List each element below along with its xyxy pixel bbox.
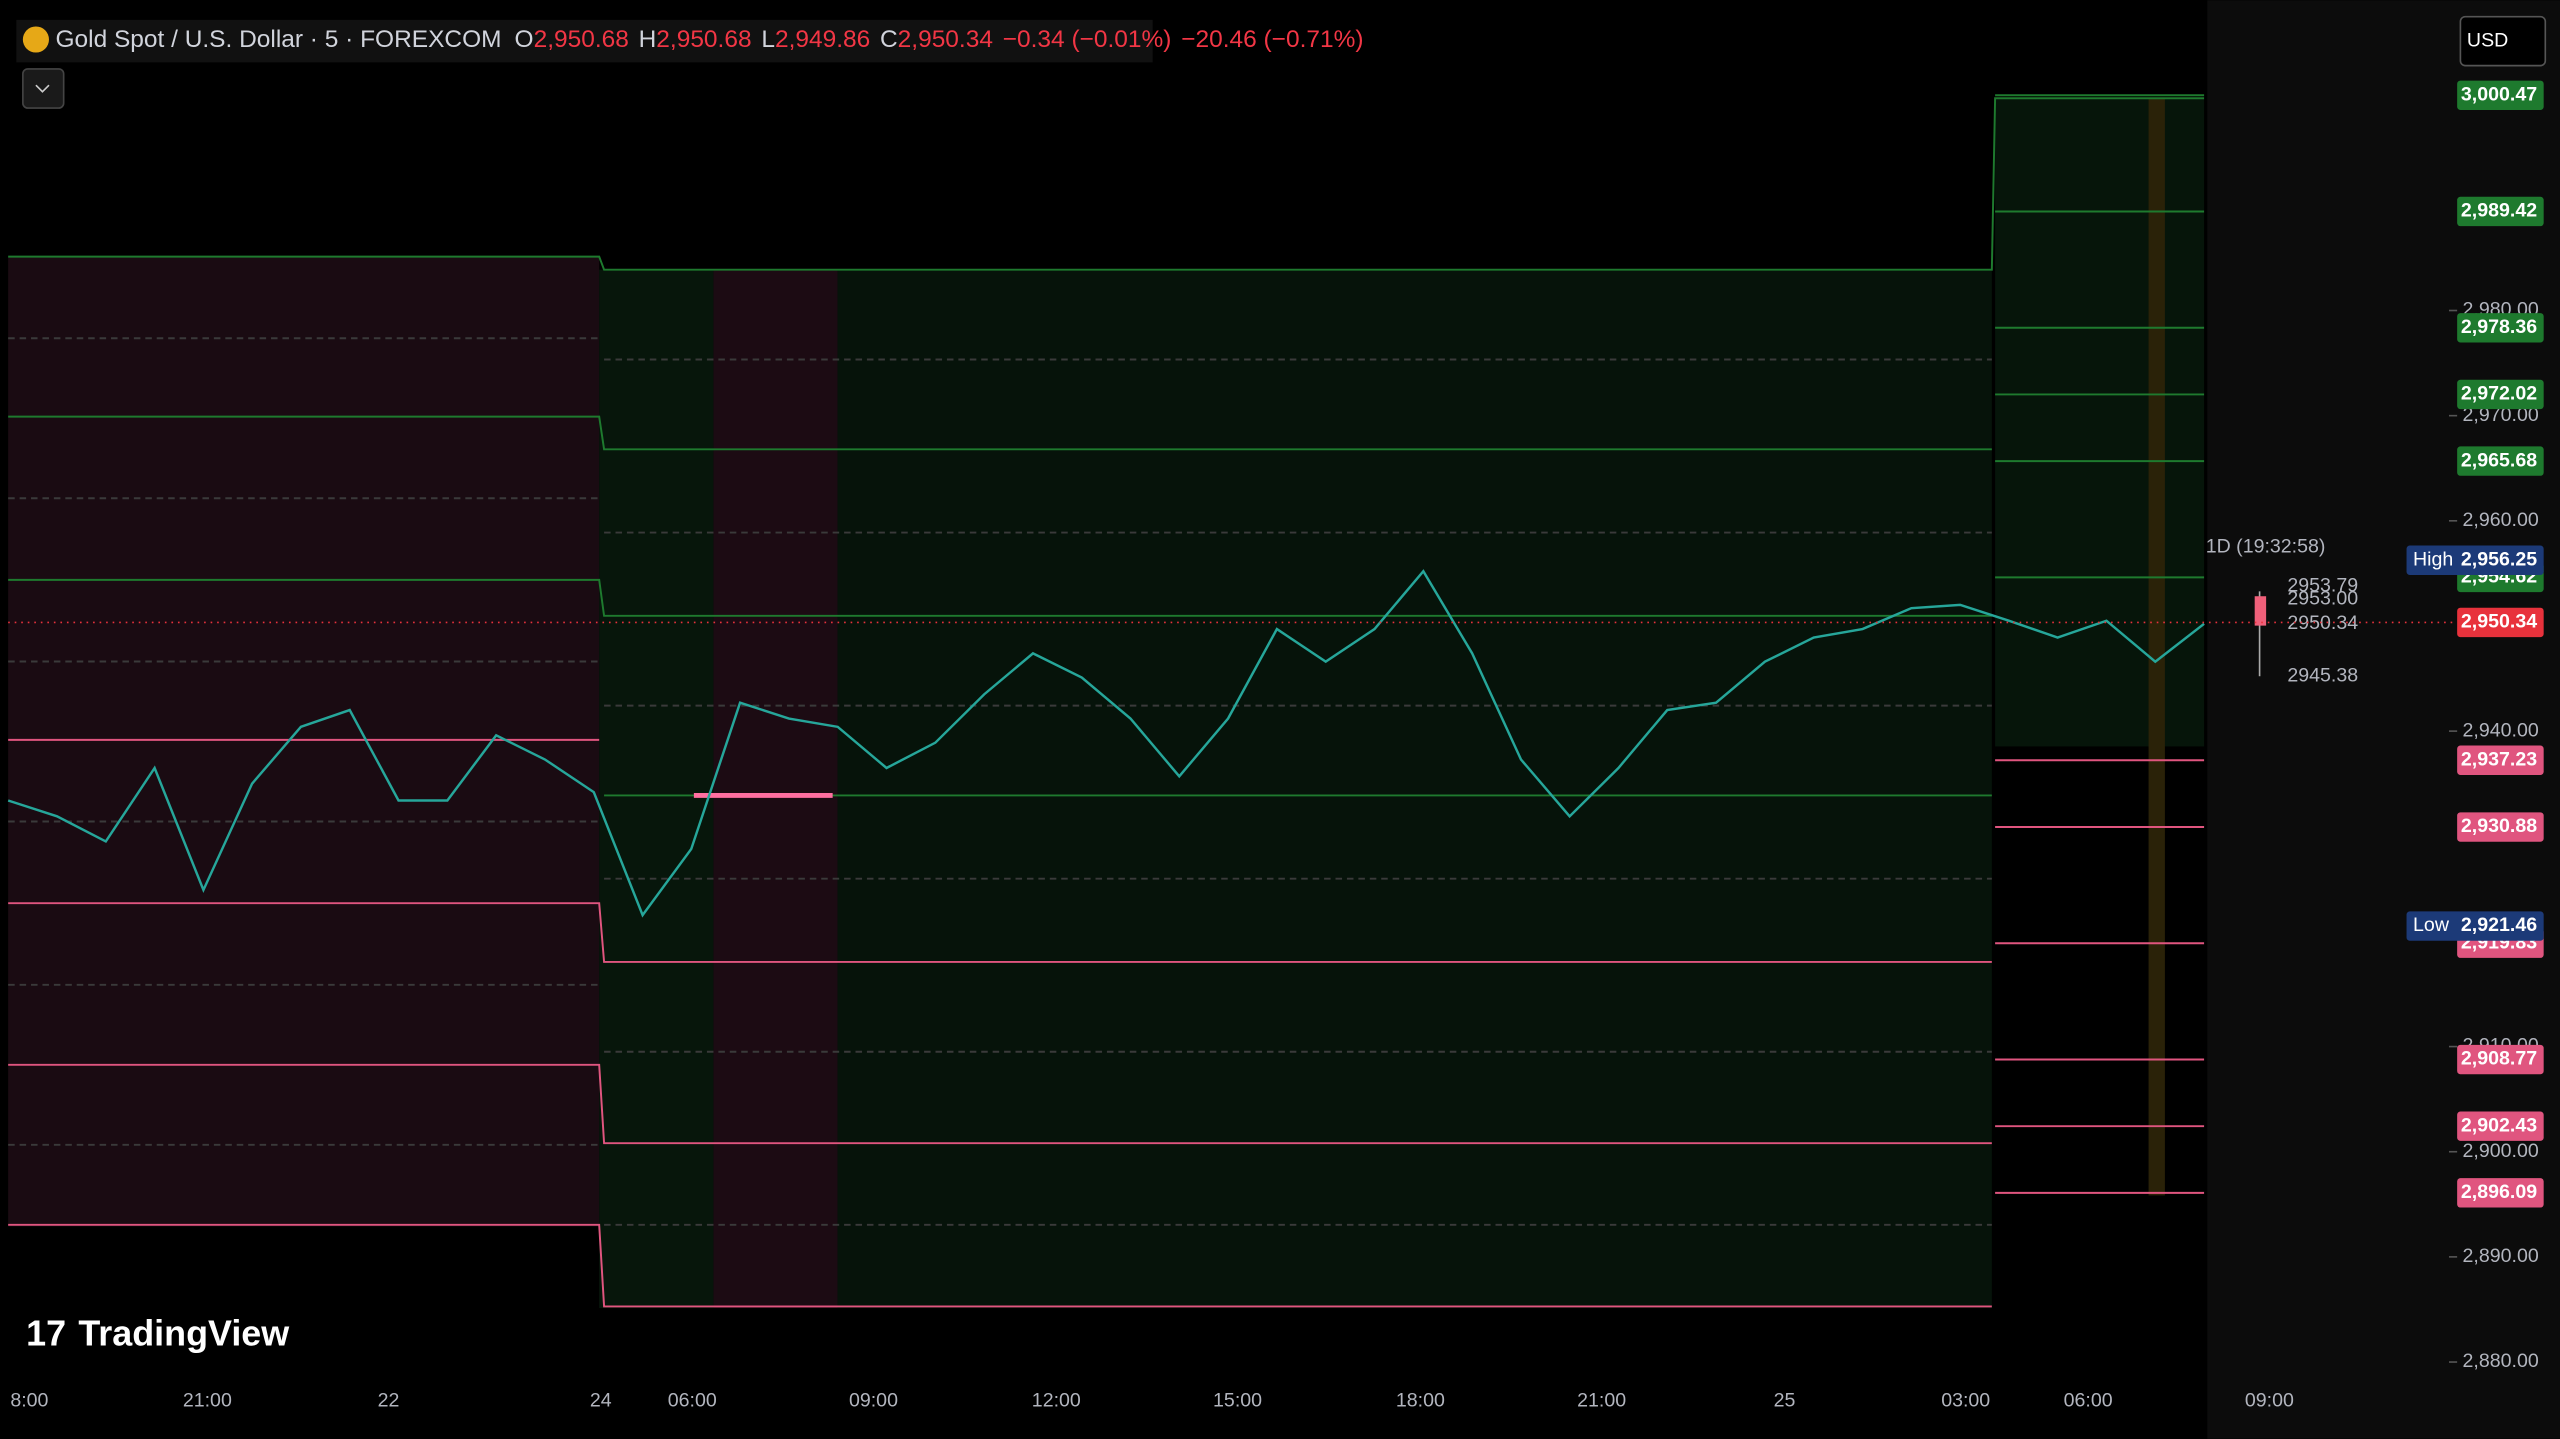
level-box: [2457, 1178, 2544, 1208]
daily-label: 2953.00: [2287, 588, 2358, 610]
x-tick-label: 15:00: [1213, 1389, 1262, 1411]
level-box: [2457, 313, 2544, 343]
session-box: [837, 269, 1992, 1309]
x-tick-label: 06:00: [2064, 1389, 2113, 1411]
y-tick-label: 2,960.00: [2463, 509, 2539, 531]
ohlc-key: O: [515, 27, 534, 54]
collapse-button[interactable]: [22, 68, 65, 109]
ohlc-value: 2,949.86: [775, 27, 870, 54]
level-label: 2,972.02: [2461, 383, 2537, 405]
currency-button[interactable]: [2459, 15, 2547, 67]
x-tick-label: 03:00: [1941, 1389, 1990, 1411]
price-line: [7, 569, 2205, 918]
level-label: 2,965.68: [2461, 449, 2537, 471]
level-box: [2457, 196, 2544, 227]
symbol: Gold Spot / U.S. Dollar · 5 · FOREXCOM: [56, 27, 502, 54]
last-price-label: 2,950.34: [2461, 611, 2537, 633]
level-box: [2457, 812, 2544, 842]
extreme-label: 2,956.25: [2461, 548, 2537, 570]
daily-label: 2950.34: [2287, 612, 2358, 634]
level-box: [2457, 1044, 2544, 1075]
x-tick-label: 06:00: [668, 1389, 717, 1411]
legend-bg: [16, 19, 1153, 63]
level-label: 2,902.43: [2461, 1114, 2537, 1136]
level-box: [2457, 446, 2544, 476]
daily-title: 1D (19:32:58): [2206, 535, 2326, 557]
extreme-name: Low: [2413, 914, 2450, 936]
daily-label: 2953.79: [2287, 575, 2358, 597]
currency: USD: [2467, 29, 2508, 51]
change: −0.34 (−0.01%): [1003, 27, 1172, 54]
y-tick-label: 2,900.00: [2463, 1140, 2539, 1162]
level-label: 2,937.23: [2461, 748, 2537, 770]
level-line: [8, 97, 2205, 797]
daily-label: 2945.38: [2287, 664, 2358, 686]
x-tick-label: 22: [378, 1389, 400, 1411]
chevron: [35, 84, 50, 93]
x-tick-label: 09:00: [849, 1389, 898, 1411]
last-price-box: [2457, 607, 2544, 638]
level-line: [8, 738, 1992, 1308]
y-tick-label: 2,880.00: [2463, 1350, 2539, 1372]
y-tick-label: 2,940.00: [2463, 719, 2539, 741]
header: Gold Spot / U.S. Dollar · 5 · FOREXCOM O2…: [56, 27, 1364, 54]
level-label: 2,989.42: [2461, 200, 2537, 222]
session-box: [599, 269, 714, 1309]
session-box: [1995, 98, 2205, 747]
x-tick-label: 21:00: [183, 1389, 232, 1411]
highlight: [2148, 98, 2165, 1196]
ohlc-key: L: [761, 27, 775, 54]
y-tick-label: 2,890.00: [2463, 1245, 2539, 1267]
ohlc-key: H: [639, 27, 657, 54]
level-box: [2457, 745, 2544, 775]
ohlc-value: 2,950.68: [656, 27, 751, 54]
daily-candle: [2254, 596, 2267, 626]
x-tick-label: 12:00: [1032, 1389, 1081, 1411]
x-tick-label: 18:00: [1396, 1389, 1445, 1411]
symbol-icon: [22, 26, 49, 53]
extreme-box: [2406, 911, 2544, 941]
session-box: [713, 269, 838, 1309]
brand-logo: 17: [26, 1312, 66, 1353]
extreme-label: 2,921.46: [2461, 914, 2537, 936]
brand: TradingView: [78, 1312, 289, 1353]
extreme-box: [2406, 545, 2544, 575]
x-tick-label: 25: [1774, 1389, 1796, 1411]
session-levels: [8, 97, 2205, 1308]
level-label: 2,896.09: [2461, 1181, 2537, 1203]
x-tick-label: 09:00: [2245, 1389, 2294, 1411]
ohlc-value: 2,950.34: [898, 27, 993, 54]
x-tick-label: 21:00: [1577, 1389, 1626, 1411]
level-box: [2457, 80, 2544, 110]
x-tick-label: 24: [590, 1389, 612, 1411]
x-tick-label: 8:00: [10, 1389, 48, 1411]
level-label: 2,978.36: [2461, 316, 2537, 338]
level-box: [2457, 379, 2544, 410]
change: −20.46 (−0.71%): [1181, 27, 1363, 54]
level-box: [2457, 1111, 2544, 1141]
y-tick-label: 2,970.00: [2463, 404, 2539, 426]
level-label: 2,908.77: [2461, 1048, 2537, 1070]
level-label: 2,930.88: [2461, 815, 2537, 837]
level-label: 3,000.47: [2461, 83, 2537, 105]
ohlc-key: C: [880, 27, 898, 54]
extreme-name: High: [2413, 548, 2453, 570]
ohlc-value: 2,950.68: [534, 27, 629, 54]
